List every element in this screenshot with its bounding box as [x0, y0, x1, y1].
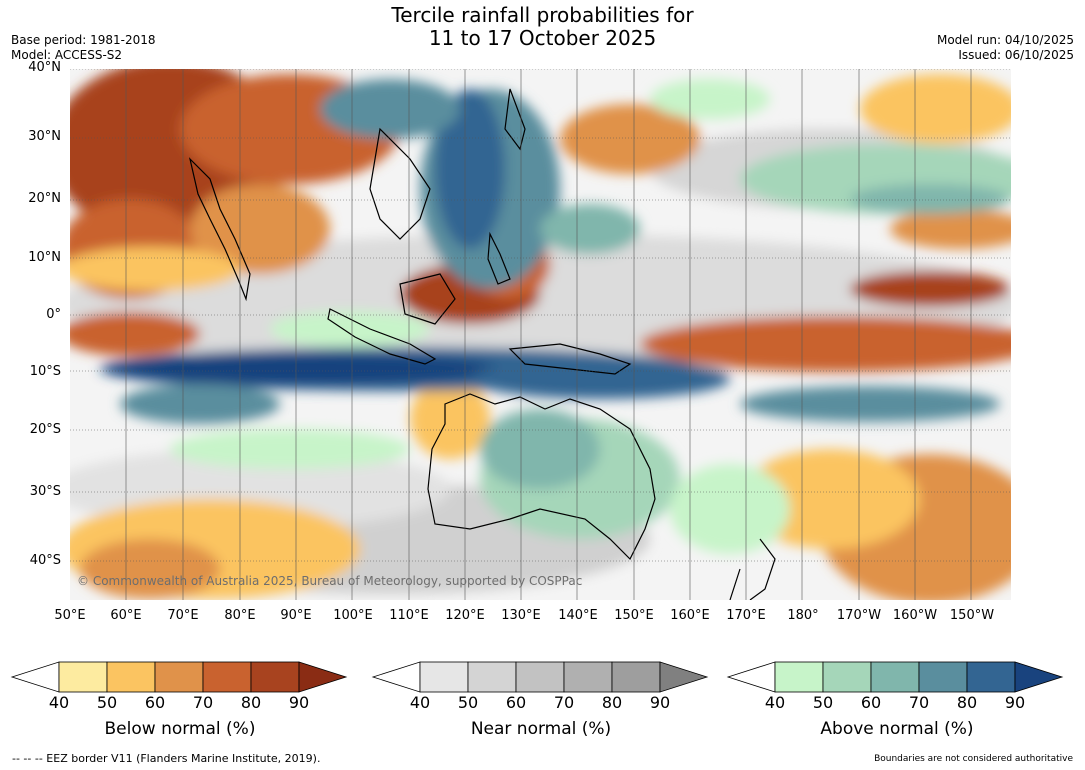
lon-label: 90°E	[280, 608, 312, 623]
cb-tick: 80	[240, 693, 262, 712]
issued-date: Issued: 06/10/2025	[958, 48, 1074, 62]
lat-label: 20°N	[28, 191, 61, 206]
graticule	[70, 69, 1011, 562]
colorbar-right-extend	[298, 661, 348, 693]
coastlines	[188, 88, 776, 600]
lon-label: 180°	[787, 608, 819, 623]
cb-tick: 70	[192, 693, 214, 712]
lon-label: 160°E	[670, 608, 710, 623]
cb-tick: 60	[144, 693, 166, 712]
colorbar-right-extend	[659, 661, 709, 693]
cb-tick: 50	[96, 693, 118, 712]
colorbar-segment	[870, 661, 920, 693]
cb-tick: 70	[908, 693, 930, 712]
near-normal-title: Near normal (%)	[470, 719, 612, 739]
cb-tick: 50	[812, 693, 834, 712]
below-normal-colorbar	[10, 661, 348, 693]
colorbar-segment	[611, 661, 661, 693]
boundaries-disclaimer: Boundaries are not considered authoritat…	[874, 754, 1073, 764]
lon-label: 160°W	[892, 608, 938, 623]
lat-label: 40°N	[28, 60, 61, 75]
colorbars	[10, 661, 1064, 693]
philippines-coastline	[487, 231, 511, 285]
cb-tick: 80	[601, 693, 623, 712]
meridians	[125, 69, 972, 600]
lon-label: 80°E	[224, 608, 256, 623]
copyright-notice: © Commonwealth of Australia 2025, Bureau…	[77, 574, 583, 588]
probability-map	[70, 69, 1011, 600]
colorbar-segment	[106, 661, 156, 693]
colorbar-left-extend	[10, 661, 60, 693]
lon-label: 150°E	[614, 608, 654, 623]
japan-coastline	[504, 88, 526, 151]
lon-label: 130°E	[501, 608, 541, 623]
lon-label: 50°E	[54, 608, 86, 623]
new-zealand-coastline	[729, 538, 776, 600]
below-normal-title: Below normal (%)	[104, 719, 256, 739]
lon-label: 170°W	[836, 608, 882, 623]
australia-coastline	[427, 393, 656, 561]
china-coastline	[369, 127, 431, 240]
colorbar-segment	[154, 661, 204, 693]
india-coastline	[188, 157, 251, 302]
meta-left: Base period: 1981-2018 Model: ACCESS-S2	[11, 33, 156, 63]
lon-label: 60°E	[110, 608, 142, 623]
probability-field	[70, 69, 1011, 600]
title-line-2: 11 to 17 October 2025	[428, 26, 657, 50]
lon-label: 110°E	[389, 608, 429, 623]
lon-label: 100°E	[333, 608, 373, 623]
colorbar-left-extend	[726, 661, 776, 693]
title-line-1: Tercile rainfall probabilities for	[391, 3, 694, 27]
above-normal-title: Above normal (%)	[820, 719, 974, 739]
lon-label: 150°W	[949, 608, 995, 623]
lat-label: 30°S	[29, 484, 61, 499]
colorbar-segment	[563, 661, 613, 693]
borneo-coastline	[399, 273, 456, 325]
colorbar-left-extend	[371, 661, 421, 693]
eez-border-note: -- -- -- EEZ border V11 (Flanders Marine…	[12, 752, 321, 765]
colorbar-segment	[202, 661, 252, 693]
cb-tick: 80	[956, 693, 978, 712]
meta-right: Model run: 04/10/2025 Issued: 06/10/2025	[937, 33, 1074, 63]
lon-label: 140°E	[558, 608, 598, 623]
lat-label: 40°S	[29, 553, 61, 568]
cb-tick: 60	[860, 693, 882, 712]
new-guinea-coastline	[508, 343, 632, 375]
cb-tick: 90	[288, 693, 310, 712]
colorbar-segment	[822, 661, 872, 693]
model-name: Model: ACCESS-S2	[11, 48, 123, 62]
map-svg	[70, 69, 1011, 600]
colorbar-right-extend	[1014, 661, 1064, 693]
cb-tick: 90	[1004, 693, 1026, 712]
model-run: Model run: 04/10/2025	[936, 33, 1074, 47]
lat-label: 10°S	[29, 364, 61, 379]
colorbar-segment	[966, 661, 1016, 693]
cb-tick: 40	[48, 693, 70, 712]
lon-label: 170°E	[726, 608, 766, 623]
cb-tick: 40	[409, 693, 431, 712]
lat-label: 20°S	[29, 422, 61, 437]
colorbar-segment	[58, 661, 108, 693]
lat-label: 10°N	[28, 250, 61, 265]
lat-label: 0°	[46, 307, 61, 322]
colorbar-segment	[774, 661, 824, 693]
lon-label: 120°E	[445, 608, 485, 623]
cb-tick: 90	[649, 693, 671, 712]
above-normal-colorbar	[726, 661, 1064, 693]
cb-tick: 40	[764, 693, 786, 712]
base-period: Base period: 1981-2018	[11, 33, 156, 47]
colorbar-segment	[918, 661, 968, 693]
map-title: Tercile rainfall probabilities for 11 to…	[0, 4, 1085, 50]
cb-tick: 50	[457, 693, 479, 712]
lat-label: 30°N	[28, 129, 61, 144]
colorbar-segment	[250, 661, 300, 693]
cb-tick: 70	[553, 693, 575, 712]
lon-label: 70°E	[167, 608, 199, 623]
sumatra-coastline	[327, 308, 437, 365]
near-normal-colorbar	[371, 661, 709, 693]
cb-tick: 60	[505, 693, 527, 712]
colorbar-segment	[419, 661, 469, 693]
colorbar-segment	[467, 661, 517, 693]
colorbar-segment	[515, 661, 565, 693]
